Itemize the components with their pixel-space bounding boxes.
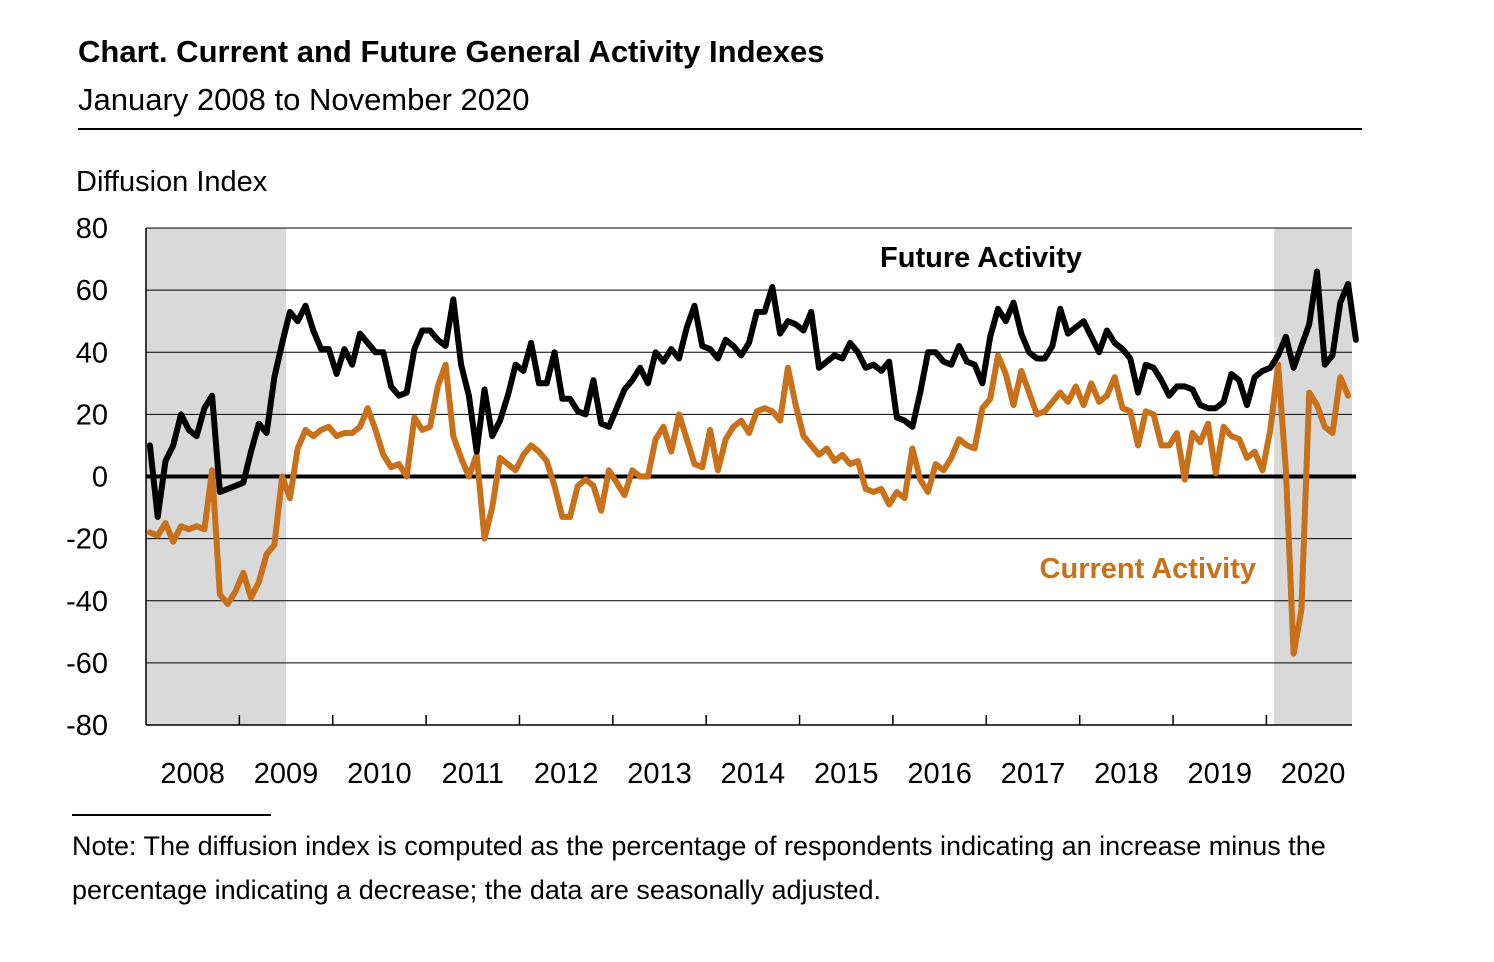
current-activity-label: Current Activity	[1040, 553, 1256, 585]
title-divider	[78, 128, 1362, 130]
x-tick-label: 2017	[1001, 758, 1066, 790]
y-tick-label: -80	[66, 710, 108, 742]
y-tick-label: -40	[66, 586, 108, 618]
x-tick-label: 2009	[254, 758, 319, 790]
x-tick-label: 2011	[442, 758, 504, 790]
chart-note: Note: The diffusion index is computed as…	[72, 831, 1326, 905]
x-tick-label: 2018	[1094, 758, 1159, 790]
x-tick-label: 2014	[721, 758, 786, 790]
chart-title: Chart. Current and Future General Activi…	[78, 34, 825, 69]
y-tick-label: 60	[76, 275, 108, 307]
future-activity-line	[146, 268, 1359, 520]
x-tick-label: 2020	[1281, 758, 1346, 790]
chart-subtitle: January 2008 to November 2020	[78, 82, 530, 117]
x-tick-label: 2015	[814, 758, 879, 790]
x-tick-label: 2010	[347, 758, 412, 790]
series-labels: Future Activity Current Activity	[880, 242, 1256, 585]
y-tick-label: 40	[76, 337, 108, 369]
y-tick-label: 20	[76, 399, 108, 431]
note-divider	[72, 814, 271, 816]
x-tick-label: 2012	[534, 758, 599, 790]
line-chart: 80 60 40 20 0 -20 -40 -60 -80 2008 2009 2010 2011 201…	[66, 213, 1359, 790]
axes: 80 60 40 20 0 -20 -40 -60 -80 2008 2009 2010 2011 201…	[66, 213, 1356, 790]
current-activity-line	[146, 352, 1352, 657]
x-tick-label: 2019	[1187, 758, 1252, 790]
x-tick-label: 2016	[907, 758, 972, 790]
x-tick-label: 2013	[627, 758, 692, 790]
future-activity-label: Future Activity	[880, 242, 1082, 274]
y-tick-label: -20	[66, 524, 108, 556]
y-tick-label: 0	[92, 462, 108, 494]
series-lines	[146, 268, 1359, 657]
y-axis-label: Diffusion Index	[76, 166, 268, 198]
y-tick-label: -60	[66, 648, 108, 680]
x-tick-label: 2008	[160, 758, 225, 790]
y-tick-label: 80	[76, 213, 108, 245]
